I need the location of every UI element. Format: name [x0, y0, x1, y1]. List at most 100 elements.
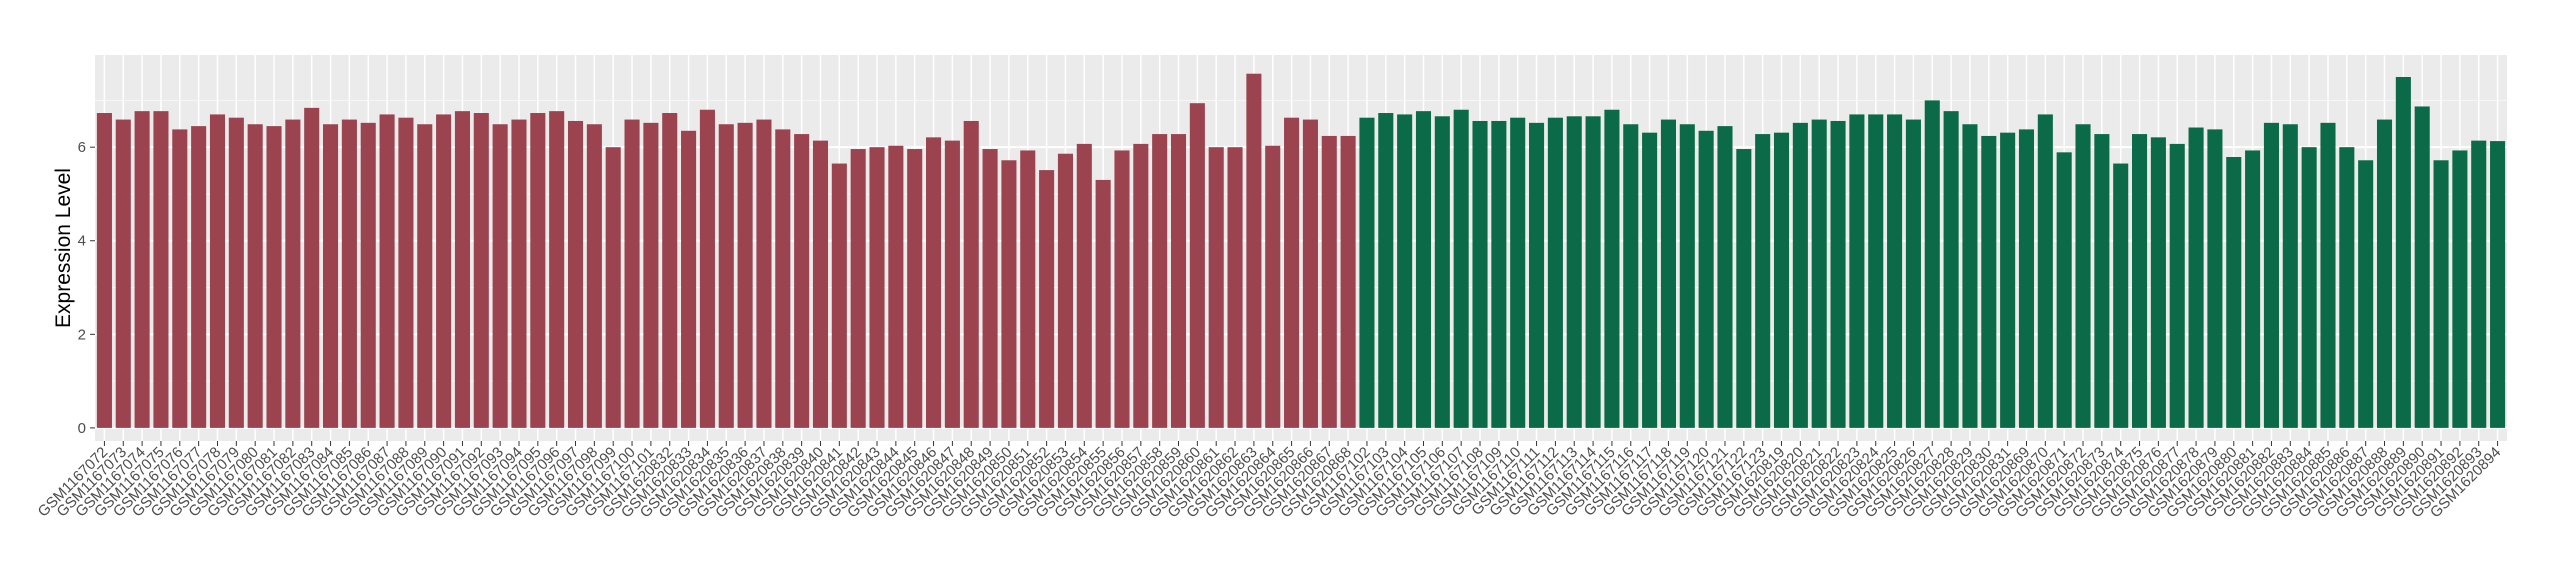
bar	[605, 147, 621, 428]
bar	[831, 163, 847, 428]
bar	[794, 134, 810, 428]
bar	[1152, 134, 1168, 428]
y-tick-label: 0	[78, 420, 86, 437]
bar	[1189, 103, 1205, 428]
bar	[756, 119, 772, 428]
bar	[850, 149, 866, 428]
bar	[1302, 119, 1318, 428]
bar	[1604, 109, 1620, 428]
y-tick-label: 4	[78, 233, 86, 250]
bar	[567, 120, 584, 428]
bar	[2339, 147, 2355, 428]
bar	[1453, 109, 1469, 428]
bar	[907, 149, 923, 428]
bar	[1076, 143, 1092, 428]
bar	[2433, 160, 2449, 428]
bar	[436, 114, 452, 428]
bar	[1755, 134, 1771, 428]
bar	[1830, 120, 1846, 428]
bar	[1434, 116, 1450, 428]
bar	[869, 147, 885, 428]
y-tick-label: 2	[78, 326, 86, 343]
bar	[1095, 179, 1111, 428]
bar	[1491, 120, 1507, 428]
bar	[379, 114, 395, 428]
bar	[1717, 126, 1733, 428]
bar	[2471, 140, 2487, 428]
bar	[1529, 122, 1545, 428]
bar	[982, 149, 998, 428]
bar	[2358, 160, 2374, 428]
bar	[681, 130, 697, 428]
bar	[1773, 132, 1790, 428]
bar	[963, 120, 979, 428]
bar	[2000, 132, 2016, 428]
bar	[549, 111, 565, 428]
bar	[191, 126, 207, 428]
bar	[1359, 117, 1375, 428]
bar	[454, 111, 470, 428]
bar	[643, 122, 659, 428]
bar	[2075, 124, 2091, 428]
bar	[2169, 143, 2185, 428]
bar	[2150, 137, 2166, 428]
bar	[2226, 156, 2242, 428]
bar	[1133, 143, 1149, 428]
bar	[1378, 113, 1394, 428]
bar	[1114, 150, 1130, 428]
bar	[2282, 124, 2298, 428]
bar	[2263, 122, 2279, 428]
bar	[1585, 116, 1601, 428]
bar	[2414, 106, 2430, 428]
bar	[1510, 117, 1526, 428]
bar	[1924, 100, 1940, 428]
bar	[1962, 124, 1978, 428]
bar	[1472, 120, 1488, 428]
bar	[1547, 117, 1563, 428]
bar	[511, 119, 527, 428]
bar	[1170, 134, 1187, 428]
bar	[1415, 111, 1432, 428]
bar	[2490, 141, 2506, 428]
bar	[247, 124, 263, 428]
y-tick-label: 6	[78, 139, 86, 156]
bar	[775, 129, 791, 428]
y-axis-label: Expression Level	[52, 168, 75, 328]
bar	[2113, 163, 2129, 428]
bar	[926, 137, 942, 428]
bar	[134, 111, 150, 428]
bar	[172, 129, 188, 428]
bar	[1001, 160, 1017, 428]
bar	[115, 119, 131, 428]
bar	[1566, 116, 1582, 428]
bar	[1943, 111, 1959, 428]
bar	[2207, 129, 2223, 428]
bar	[1811, 119, 1827, 428]
bar	[2245, 150, 2261, 428]
bar	[1227, 147, 1243, 428]
bar	[2018, 129, 2035, 428]
bar	[341, 119, 357, 428]
bar	[586, 124, 602, 428]
bar	[2452, 150, 2468, 428]
bar	[888, 145, 904, 428]
bar	[2188, 127, 2204, 428]
bar	[1849, 114, 1865, 428]
bar	[737, 122, 753, 428]
bar	[1321, 135, 1337, 428]
bar	[1981, 135, 1997, 428]
bar	[2320, 122, 2336, 428]
bar	[1736, 149, 1752, 428]
bar	[1868, 114, 1884, 428]
bar	[718, 124, 734, 428]
bar	[1887, 114, 1903, 428]
bar	[2376, 119, 2393, 428]
bar	[323, 124, 339, 428]
bar	[209, 114, 226, 428]
bar	[1397, 114, 1413, 428]
bar	[2395, 76, 2411, 428]
bar	[662, 113, 678, 428]
bar	[473, 113, 489, 428]
bar	[1698, 130, 1714, 428]
